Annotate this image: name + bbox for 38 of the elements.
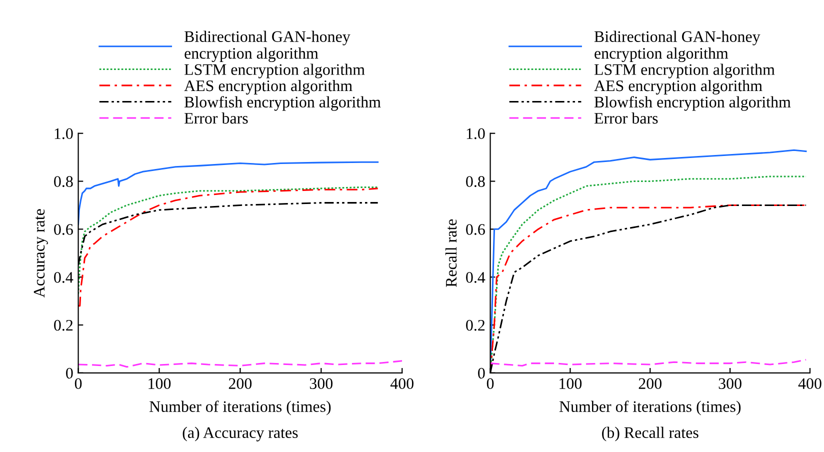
legend-label: Error bars [594, 112, 658, 124]
y-tick-label: 1.0 [466, 128, 485, 140]
y-axis-title: Recall rate [445, 219, 457, 288]
y-tick-label: 0.4 [466, 272, 486, 283]
x-tick-label: 200 [638, 378, 662, 389]
legend-label: Blowfish encryption algorithm [184, 96, 381, 111]
x-tick-label: 0 [486, 378, 494, 389]
x-tick-label: 300 [718, 378, 742, 389]
text: (a) Accuracy rates [182, 426, 298, 442]
x-tick-label: 0 [74, 378, 82, 389]
legend-label: LSTM encryption algorithm [184, 64, 365, 78]
y-tick-label: 0.6 [466, 224, 485, 235]
x-tick-label: 400 [798, 378, 822, 389]
x-tick-label: 200 [228, 378, 252, 389]
text: (b) Recall rates [602, 426, 698, 442]
legend-label: LSTM encryption algorithm [594, 64, 775, 78]
legend-label: AES encryption algorithm [184, 80, 352, 94]
y-tick-label: 0.6 [54, 224, 73, 235]
y-tick-label: 0.2 [466, 320, 485, 331]
y-axis-title: Accuracy rate [34, 209, 48, 298]
x-tick-label: 300 [310, 378, 333, 389]
x-tick-label: 400 [390, 378, 414, 389]
x-tick-label: 100 [560, 378, 582, 389]
x-axis-title: Number of iterations (times) [559, 400, 741, 416]
legend-label: AES encryption algorithm [594, 80, 762, 94]
y-tick-label: 0.8 [54, 176, 73, 188]
legend-label: Error bars [184, 112, 248, 124]
x-axis-title: Number of iterations (times) [150, 400, 331, 416]
legend-label: Blowfish encryption algorithm [594, 96, 791, 111]
y-tick-label: 0 [66, 368, 73, 379]
legend-label: Bidirectional GAN-honey encryption algorithm [184, 30, 350, 62]
y-tick-label: 0.2 [54, 320, 73, 331]
y-tick-label: 1.0 [54, 128, 73, 140]
legend-label: Bidirectional GAN-honey encryption algorithm [594, 30, 760, 62]
y-tick-label: 0.4 [54, 272, 74, 283]
y-tick-label: 0.8 [466, 176, 485, 188]
y-tick-label: 0 [478, 368, 485, 379]
x-tick-label: 100 [148, 378, 171, 389]
